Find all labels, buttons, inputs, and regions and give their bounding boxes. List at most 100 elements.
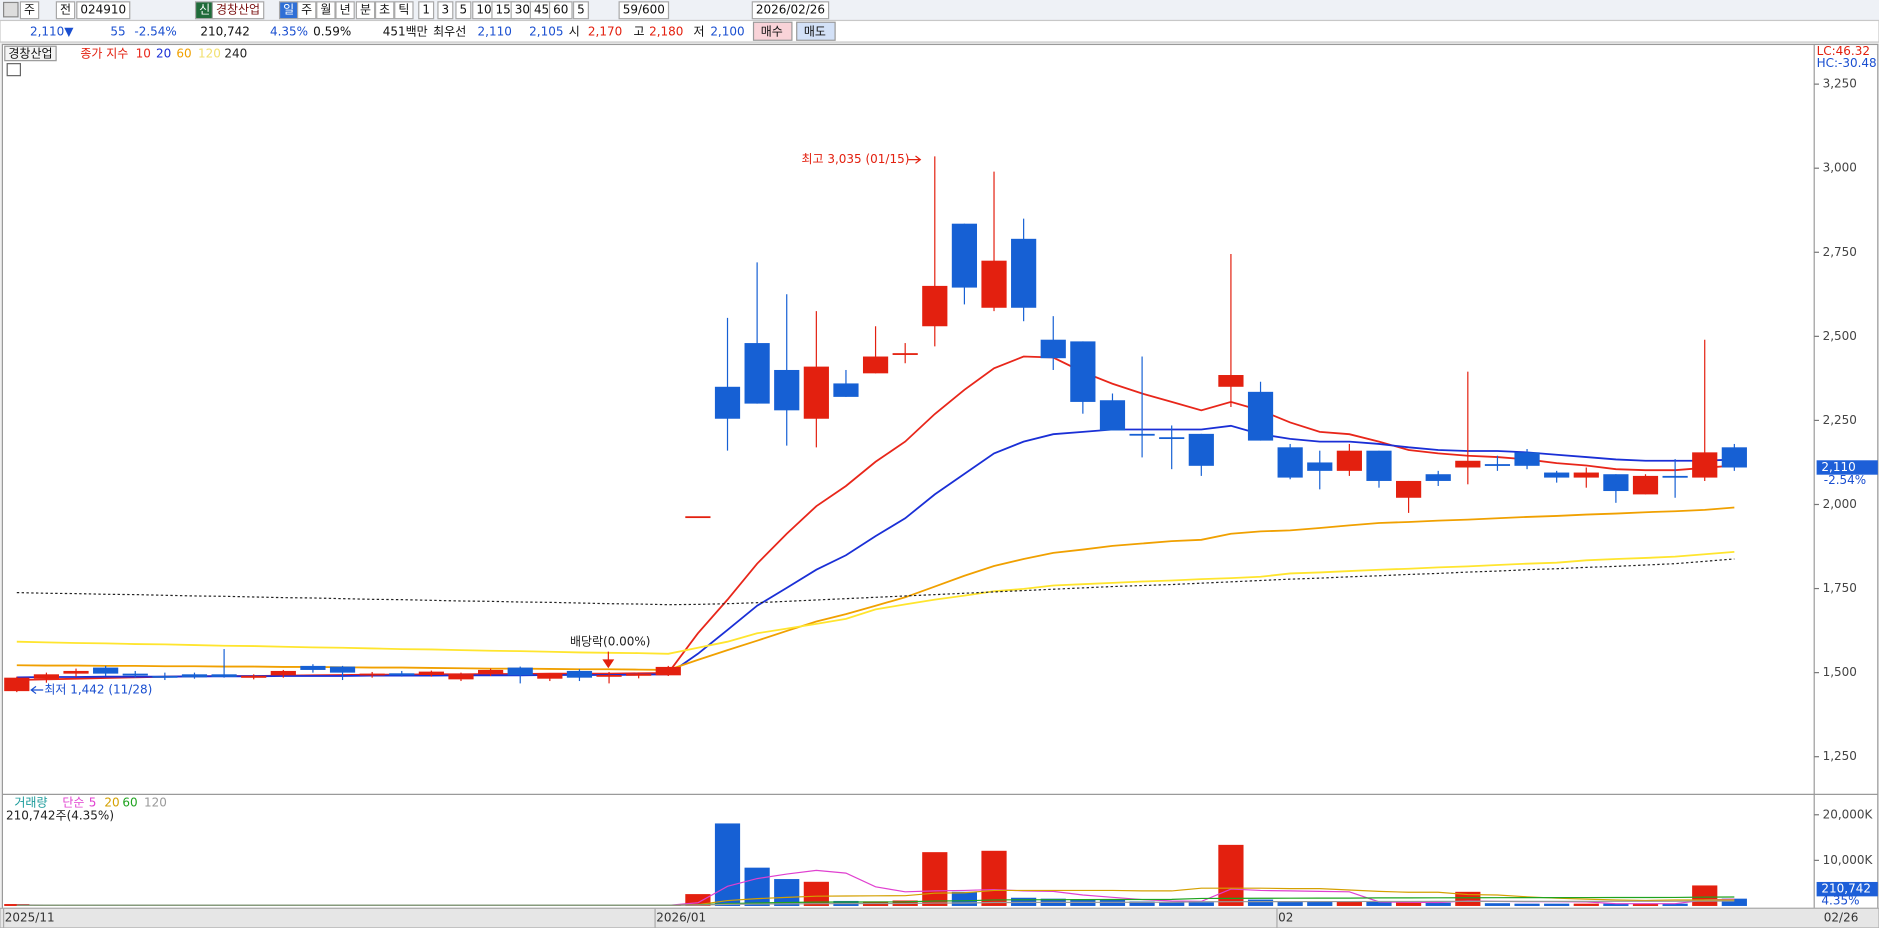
grid-icon[interactable]: [6, 63, 21, 77]
toolbar-button-bg: [355, 1, 376, 20]
candle-body: [685, 516, 711, 519]
toolbar-button[interactable]: 3: [442, 3, 450, 17]
candle-body: [478, 669, 504, 674]
price-badge: [1816, 460, 1878, 475]
candle-body: [389, 673, 415, 676]
candle-body: [1218, 375, 1244, 387]
quote-field: 451백만: [383, 24, 428, 38]
candle-body: [1159, 437, 1185, 440]
order-button[interactable]: 매도: [804, 24, 826, 38]
candle-body: [1721, 447, 1747, 468]
toolbar-row2: [0, 19, 1879, 43]
toolbar-button[interactable]: 신: [199, 3, 210, 17]
volume-bar: [714, 823, 741, 906]
candle-body: [566, 670, 593, 678]
toolbar-button[interactable]: 2026/02/26: [756, 3, 825, 17]
toolbar-button[interactable]: 1: [422, 3, 430, 17]
candle-body: [862, 356, 889, 374]
volume-bar: [1484, 903, 1511, 906]
candle-body: [892, 353, 918, 355]
volume-ma-label: 단순: [62, 795, 84, 809]
volume-bar: [981, 850, 1007, 906]
candle-body: [418, 671, 444, 675]
toolbar-button[interactable]: 5: [460, 3, 468, 17]
toolbar-button[interactable]: 10: [476, 3, 491, 17]
low-arrow: [30, 685, 44, 695]
volume-bar: [922, 852, 948, 906]
y-tick-label: 1,500: [1823, 665, 1857, 679]
quote-field: 55: [110, 24, 125, 38]
volume-bar: [1544, 903, 1570, 906]
volume-moving-average: [16, 900, 1735, 906]
volume-badge-label: 210,742: [1821, 882, 1871, 896]
order-button-bg: [796, 21, 836, 41]
toolbar-button[interactable]: 경창산업: [216, 3, 260, 17]
volume-badge-change: 4.35%: [1821, 894, 1859, 908]
candle-body: [1277, 447, 1303, 478]
quote-field: 2,110▼: [30, 24, 74, 38]
candle-body: [33, 674, 60, 679]
candle-body: [122, 673, 148, 676]
toolbar-button[interactable]: 월: [320, 3, 331, 17]
last-date-label: 02/26: [1824, 910, 1859, 924]
candle-body: [1070, 341, 1096, 402]
candle-body: [774, 369, 800, 411]
toolbar-button-bg: [374, 1, 395, 20]
candle-body: [922, 285, 948, 327]
quote-field: 2,170: [588, 24, 622, 38]
candle-body: [1603, 474, 1629, 492]
moving-average: [16, 551, 1735, 655]
toolbar-button[interactable]: 전: [60, 3, 71, 17]
price-badge-change: -2.54%: [1824, 473, 1866, 487]
candle-body: [1544, 472, 1570, 478]
toolbar-button-bg: [455, 1, 472, 20]
toolbar-button[interactable]: 분: [360, 3, 371, 17]
candle-body: [1366, 450, 1392, 481]
candle-body: [1514, 452, 1540, 466]
order-button-bg: [752, 21, 793, 41]
quote-field: -2.54%: [134, 24, 176, 38]
candle-body: [4, 677, 30, 692]
order-button[interactable]: 매수: [761, 24, 783, 38]
toolbar-button[interactable]: 초: [379, 3, 390, 17]
toolbar-button[interactable]: 60: [553, 3, 568, 17]
toolbar-button-bg: [211, 1, 265, 20]
volume-bar: [744, 867, 770, 906]
candle-body: [1662, 475, 1688, 478]
y-tick-label: 1,250: [1823, 749, 1857, 763]
toolbar-button[interactable]: 년: [340, 3, 351, 17]
quote-field: 4.35%: [270, 24, 308, 38]
quote-field: 고: [634, 24, 645, 38]
legend-entry: 10: [136, 47, 151, 61]
toolbar-button[interactable]: 틱: [398, 3, 409, 17]
toolbar-button[interactable]: 30: [515, 3, 530, 17]
toolbar-button[interactable]: 45: [534, 3, 549, 17]
toolbar-button[interactable]: 일: [283, 3, 294, 17]
candle-body: [1099, 400, 1126, 431]
candle-body: [537, 673, 563, 679]
toolbar-button[interactable]: 024910: [80, 3, 126, 17]
toolbar-button[interactable]: 주: [301, 3, 312, 17]
volume-bar: [1396, 902, 1422, 906]
menu-icon[interactable]: [2, 1, 19, 18]
toolbar-button-bg: [437, 1, 454, 20]
candle-body: [1425, 474, 1451, 481]
toolbar-button-bg: [618, 1, 670, 20]
candle-body: [241, 675, 267, 678]
toolbar-button[interactable]: 59/600: [623, 3, 665, 17]
candle-body: [359, 673, 385, 676]
candle-body: [507, 667, 533, 676]
toolbar-button-bg: [548, 1, 573, 20]
volume-bar: [1277, 901, 1303, 906]
candle-body: [655, 666, 681, 676]
legend-stock-box: [4, 45, 57, 62]
dividend-annotation: 배당락(0.00%): [570, 634, 651, 648]
toolbar-button[interactable]: 주: [24, 3, 35, 17]
toolbar-button[interactable]: 5: [577, 3, 585, 17]
toolbar-button[interactable]: 15: [496, 3, 511, 17]
volume-bar: [1425, 902, 1451, 906]
y-tick-label: 20,000K: [1823, 807, 1874, 821]
x-tick-label: 02: [1278, 910, 1293, 924]
